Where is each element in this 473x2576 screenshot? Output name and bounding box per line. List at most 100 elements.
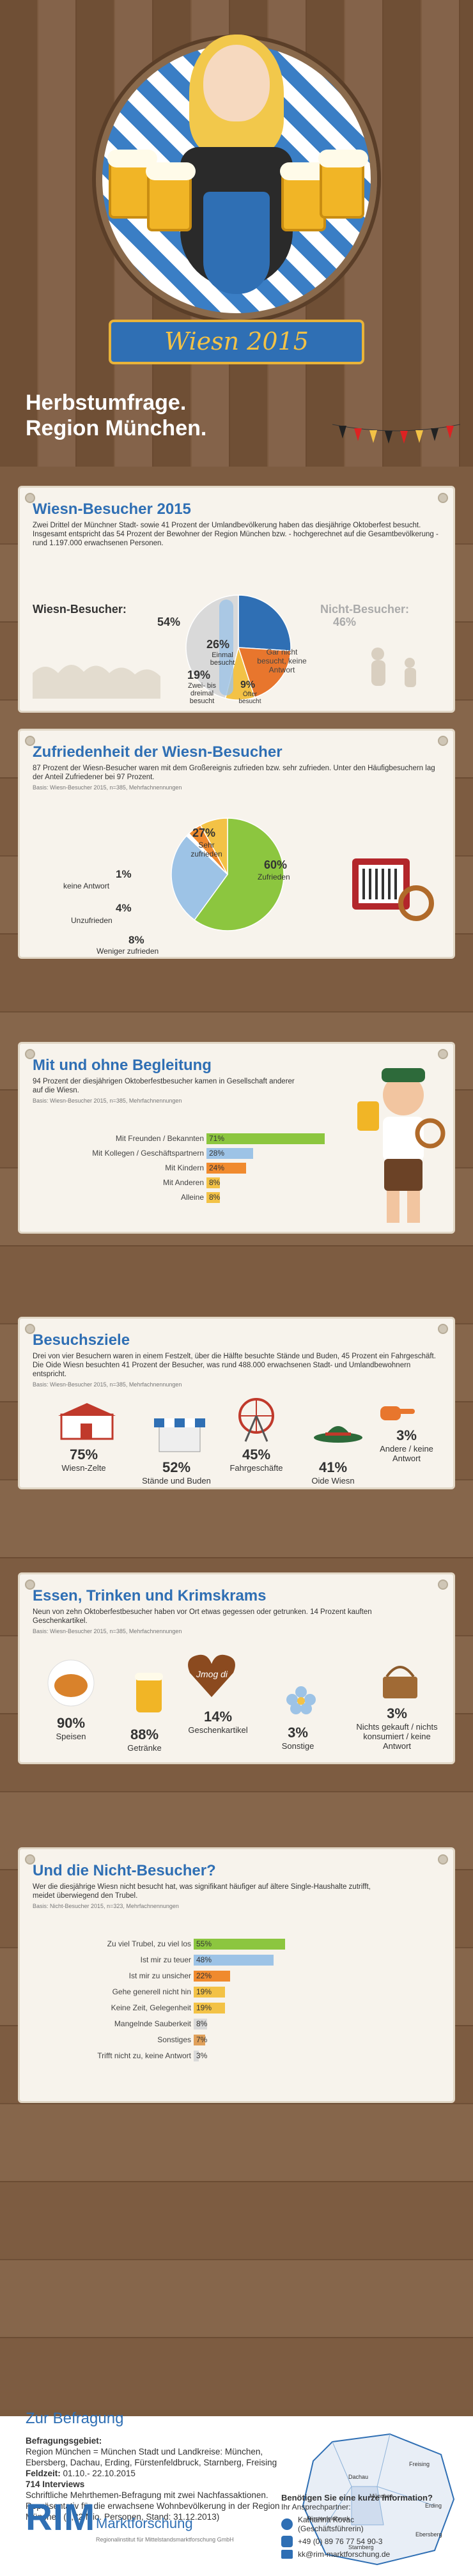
pie-slice (194, 818, 284, 931)
contact-phone[interactable]: +49 (0) 89 76 77 54 90-3 (298, 2537, 383, 2546)
bar-value-label: 55% (196, 1939, 212, 1948)
bar-label: Mangelnde Sauberkeit (114, 2019, 191, 2028)
survey-method: Schriftliche Mehrthemen-Befragung mit zw… (26, 2490, 280, 2522)
pin-icon (25, 493, 35, 503)
slice-label-einmal-pct: 26% (206, 638, 230, 651)
section-intro: 87 Prozent der Wiesn-Besucher waren mit … (33, 764, 435, 781)
stat-label: Stände und Buden (142, 1476, 211, 1486)
slice-label-zwei: Zwei- bis dreimal besucht (187, 682, 216, 705)
slice-label-gar: Gar nicht besucht, keine Antwort (257, 648, 307, 674)
pie-slice (237, 647, 291, 698)
stat-percent: 3% (288, 1725, 308, 1741)
bar-label: Mit Kollegen / Geschäftspartnern (92, 1149, 204, 1158)
contact-title: Benötigen Sie eine kurze Information? (281, 2493, 433, 2502)
section-basis: Basis: Nicht-Besucher 2015, n=323, Mehrf… (33, 1903, 179, 1909)
satisfaction-card: Zufriedenheit der Wiesn-Besucher 87 Proz… (18, 729, 455, 959)
bar-label: Mit Kindern (165, 1163, 204, 1172)
stat-label: Geschenkartikel (188, 1725, 248, 1735)
stat-percent: 52% (162, 1459, 191, 1475)
edelweiss-icon (286, 1686, 316, 1714)
section-intro: Wer die diesjährige Wiesn nicht besucht … (33, 1883, 371, 1900)
nonvisitors-label: Nicht-Besucher: (320, 603, 410, 616)
stat-label: Sonstige (281, 1741, 314, 1751)
contact-email[interactable]: kk@rim-marktforschung.de (298, 2550, 391, 2559)
stat-item: 3% Andere / keine Antwort (371, 1427, 442, 1463)
pin-icon (25, 1854, 35, 1865)
wiesn-ribbon: Wiesn 2015 (109, 320, 364, 364)
pin-icon (438, 1579, 448, 1590)
contact-box: Benötigen Sie eine kurze Information? Ih… (281, 2493, 460, 2559)
slice-label-zwei-pct: 19% (187, 669, 211, 681)
section-title: Essen, Trinken und Krimskrams (33, 1587, 267, 1604)
survey-period: 01.10.- 22.10.2015 (63, 2469, 136, 2478)
slice-label-zufrieden-pct: 60% (264, 858, 288, 871)
bar (194, 1939, 285, 1950)
bar-value-label: 8% (209, 1178, 221, 1187)
pin-icon (438, 1854, 448, 1865)
pin-icon (438, 736, 448, 746)
map-label: Fürstenfeldbruck (307, 2515, 350, 2522)
beer-glass-icon (135, 1673, 163, 1712)
contact-sub: Ihr Ansprechpartner: (281, 2502, 351, 2511)
bar-row: Mit Anderen 8% (20, 1177, 457, 1189)
survey-region: Region München = München Stadt und Landk… (26, 2447, 277, 2467)
stat-label: Wiesn-Zelte (61, 1463, 106, 1473)
slice-label-unz: Unzufrieden (71, 916, 112, 925)
pie-slice (238, 594, 291, 651)
basket-icon (383, 1666, 417, 1698)
map-label: Freising (409, 2461, 430, 2467)
bar-row: Trifft nicht zu, keine Antwort 3% (20, 2051, 457, 2062)
bar-row: Mit Kollegen / Geschäftspartnern 28% (20, 1148, 457, 1160)
section-title: Und die Nicht-Besucher? (33, 1862, 216, 1879)
map-label: Erding (425, 2502, 442, 2509)
slice-label-wen-pct: 8% (128, 934, 144, 946)
stat-label: Andere / keine Antwort (380, 1444, 433, 1463)
waitress-face (203, 45, 270, 121)
survey-region-label: Befragungsgebiet: (26, 2436, 102, 2446)
stat-label: Getränke (127, 1743, 162, 1753)
bar (206, 1192, 220, 1203)
slice-label-einmal: Einmal besucht (210, 651, 235, 667)
pin-icon (438, 493, 448, 503)
bar-value-label: 3% (196, 2051, 208, 2060)
bar (194, 2003, 226, 2013)
map-label: Ebersberg (415, 2531, 442, 2538)
stat-item: 3% Sonstige (269, 1725, 327, 1751)
bar-row: Ist mir zu unsicher 22% (20, 1971, 457, 1982)
bar-label: Gehe generell nicht hin (112, 1987, 191, 1996)
stat-percent: 45% (242, 1447, 271, 1463)
crowd-silhouette-icon (33, 664, 160, 699)
stat-item: 14% Geschenkartikel (180, 1709, 256, 1735)
bar-value-label: 48% (196, 1955, 212, 1964)
bar-row: Gehe generell nicht hin 19% (20, 1987, 457, 1998)
bar-label: Ist mir zu unsicher (128, 1971, 191, 1980)
pin-icon (25, 1049, 35, 1059)
pointing-hand-icon (380, 1406, 415, 1420)
food-card: Essen, Trinken und Krimskrams Neun von z… (18, 1572, 455, 1764)
section-intro: Neun von zehn Oktoberfestbesucher haben … (33, 1608, 372, 1625)
stat-item: 52% Stände und Buden (135, 1459, 218, 1486)
stat-percent: 41% (318, 1459, 348, 1475)
map-label: Starnberg (348, 2544, 374, 2550)
stat-label: Nichts gekauft / nichts konsumiert / kei… (356, 1722, 438, 1751)
bar (194, 1971, 231, 1982)
stat-label: Fahrgeschäfte (229, 1463, 283, 1473)
bar (206, 1133, 325, 1144)
pin-icon (25, 1324, 35, 1334)
stat-label: Oide Wiesn (311, 1476, 355, 1486)
nonvisitors-card: Und die Nicht-Besucher? Wer die diesjähr… (18, 1847, 455, 2103)
bar-row: Zu viel Trubel, zu viel los 55% (20, 1939, 457, 1950)
bar-label: Zu viel Trubel, zu viel los (107, 1939, 191, 1948)
heart-text: Jmog di (196, 1669, 228, 1679)
bottle-figure-icon (219, 600, 233, 695)
goals-card: Besuchsziele Drei von vier Besuchern war… (18, 1317, 455, 1489)
visitors-card: Wiesn-Besucher 2015 Zwei Drittel der Mün… (18, 486, 455, 713)
section-basis: Basis: Wiesn-Besucher 2015, n=385, Mehrf… (33, 1628, 182, 1634)
bar-row: Ist mir zu teuer 48% (20, 1955, 457, 1966)
slice-label-keine: keine Antwort (63, 881, 110, 890)
email-icon (281, 2550, 293, 2559)
bunting-garland (332, 424, 460, 444)
stat-item: 3% Nichts gekauft / nichts konsumiert / k… (352, 1705, 442, 1751)
stat-item: 75% Wiesn-Zelte (45, 1447, 122, 1473)
